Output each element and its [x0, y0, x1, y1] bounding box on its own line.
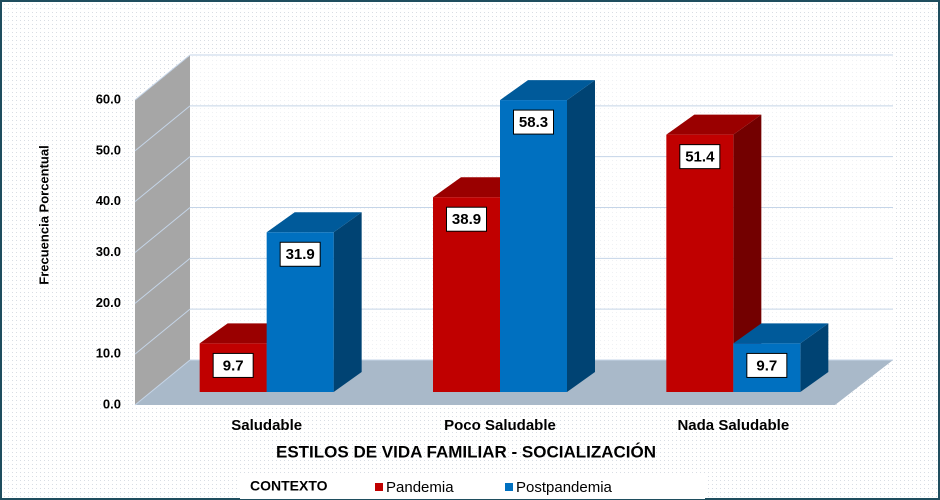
bar: [666, 134, 734, 392]
bar-top: [666, 114, 762, 135]
bar: [500, 100, 567, 393]
value-label: 9.7: [756, 357, 777, 374]
y-tick-label: 20.0: [96, 295, 121, 310]
value-label-box: [212, 352, 254, 378]
value-label: 31.9: [286, 246, 315, 263]
y-tick-label: 60.0: [96, 91, 121, 106]
bar-side: [733, 114, 762, 392]
y-tick-label: 30.0: [96, 244, 121, 259]
x-tick-label: Poco Saludable: [444, 417, 556, 434]
legend-label: Postpandemia: [516, 479, 613, 496]
grid-line-side: [134, 207, 191, 253]
legend-label: Pandemia: [386, 479, 454, 496]
bar-side: [567, 80, 595, 393]
bar-top: [266, 212, 362, 233]
y-axis-title: Frecuencia Porcentual: [36, 145, 51, 284]
x-axis-title: ESTILOS DE VIDA FAMILIAR - SOCIALIZACIÓN: [276, 442, 656, 461]
grid-line-side: [134, 105, 191, 152]
y-tick-label: 50.0: [96, 142, 121, 157]
y-tick-label: 40.0: [96, 193, 121, 208]
value-label: 58.3: [519, 114, 548, 131]
grid-line-side: [134, 156, 191, 203]
y-tick-label: 0.0: [103, 396, 121, 411]
legend-swatch: [505, 483, 513, 491]
legend-title: CONTEXTO: [250, 478, 328, 494]
bar-side: [333, 212, 362, 392]
value-label: 38.9: [452, 211, 481, 228]
value-label-box: [513, 109, 554, 135]
y-tick-label: 10.0: [96, 346, 121, 361]
value-label-box: [279, 241, 321, 267]
legend-box: [240, 474, 705, 499]
value-label-box: [746, 352, 788, 378]
bar-top: [733, 323, 829, 344]
x-tick-label: Saludable: [231, 417, 302, 434]
grid-line-side: [134, 54, 191, 101]
value-label: 9.7: [223, 357, 244, 374]
value-label-box: [679, 144, 721, 170]
bar-side: [800, 323, 829, 392]
value-label-box: [446, 206, 487, 232]
grid-line-side: [134, 308, 191, 355]
bar-top: [500, 80, 595, 101]
grid-line-side: [134, 257, 191, 304]
x-tick-label: Nada Saludable: [677, 417, 789, 434]
value-label: 51.4: [685, 149, 715, 166]
legend-swatch: [375, 483, 383, 491]
grid-line-side: [134, 359, 191, 406]
